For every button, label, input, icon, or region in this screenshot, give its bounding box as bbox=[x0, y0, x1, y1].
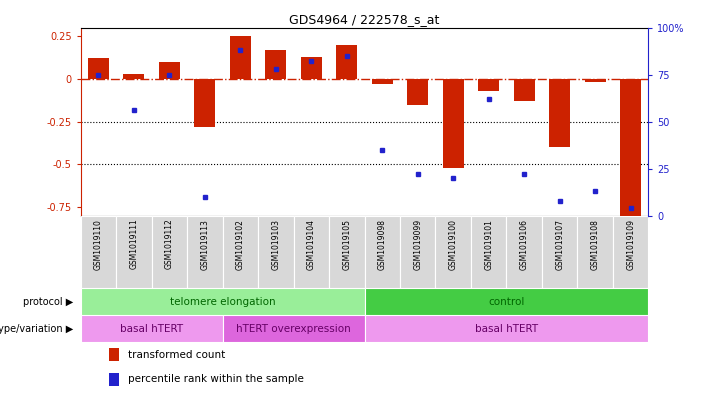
Bar bbox=[258, 216, 294, 288]
Text: GSM1019113: GSM1019113 bbox=[200, 219, 210, 270]
Text: GSM1019111: GSM1019111 bbox=[130, 219, 138, 270]
Bar bbox=[365, 288, 648, 315]
Text: GSM1019110: GSM1019110 bbox=[94, 219, 103, 270]
Bar bbox=[81, 216, 116, 288]
Bar bbox=[336, 45, 358, 79]
Bar bbox=[506, 216, 542, 288]
Bar bbox=[365, 315, 648, 342]
Bar bbox=[578, 216, 613, 288]
Bar bbox=[613, 216, 648, 288]
Bar bbox=[223, 216, 258, 288]
Bar bbox=[329, 216, 365, 288]
Bar bbox=[301, 57, 322, 79]
Text: GSM1019100: GSM1019100 bbox=[449, 219, 458, 270]
Bar bbox=[158, 62, 180, 79]
Text: GSM1019101: GSM1019101 bbox=[484, 219, 494, 270]
Text: GSM1019102: GSM1019102 bbox=[236, 219, 245, 270]
Bar bbox=[81, 315, 223, 342]
Bar bbox=[549, 79, 571, 147]
Bar bbox=[294, 216, 329, 288]
Bar bbox=[265, 50, 287, 79]
Text: GSM1019107: GSM1019107 bbox=[555, 219, 564, 270]
Bar bbox=[435, 216, 471, 288]
Bar bbox=[372, 79, 393, 84]
Bar bbox=[400, 216, 435, 288]
Bar bbox=[365, 216, 400, 288]
Text: GSM1019106: GSM1019106 bbox=[519, 219, 529, 270]
Text: GSM1019104: GSM1019104 bbox=[307, 219, 315, 270]
Bar bbox=[151, 216, 187, 288]
Bar bbox=[471, 216, 507, 288]
Bar bbox=[123, 74, 144, 79]
Text: basal hTERT: basal hTERT bbox=[475, 323, 538, 334]
Bar bbox=[187, 216, 223, 288]
Bar bbox=[88, 58, 109, 79]
Bar bbox=[542, 216, 578, 288]
Text: transformed count: transformed count bbox=[128, 350, 225, 360]
Text: GSM1019103: GSM1019103 bbox=[271, 219, 280, 270]
Bar bbox=[514, 79, 535, 101]
Bar bbox=[620, 79, 641, 216]
Title: GDS4964 / 222578_s_at: GDS4964 / 222578_s_at bbox=[290, 13, 440, 26]
Bar bbox=[478, 79, 499, 91]
Text: genotype/variation ▶: genotype/variation ▶ bbox=[0, 323, 74, 334]
Bar bbox=[81, 288, 365, 315]
Text: GSM1019112: GSM1019112 bbox=[165, 219, 174, 270]
Bar bbox=[442, 79, 464, 168]
Text: GSM1019105: GSM1019105 bbox=[342, 219, 351, 270]
Text: GSM1019098: GSM1019098 bbox=[378, 219, 387, 270]
Text: protocol ▶: protocol ▶ bbox=[23, 297, 74, 307]
Bar bbox=[223, 315, 365, 342]
Bar bbox=[109, 348, 119, 361]
Bar bbox=[230, 36, 251, 79]
Text: basal hTERT: basal hTERT bbox=[120, 323, 183, 334]
Text: GSM1019109: GSM1019109 bbox=[626, 219, 635, 270]
Bar bbox=[109, 373, 119, 386]
Text: control: control bbox=[489, 297, 524, 307]
Text: percentile rank within the sample: percentile rank within the sample bbox=[128, 374, 304, 384]
Text: GSM1019108: GSM1019108 bbox=[591, 219, 599, 270]
Bar bbox=[585, 79, 606, 82]
Bar bbox=[194, 79, 215, 127]
Bar bbox=[407, 79, 428, 105]
Text: GSM1019099: GSM1019099 bbox=[414, 219, 422, 270]
Text: hTERT overexpression: hTERT overexpression bbox=[236, 323, 351, 334]
Bar bbox=[116, 216, 151, 288]
Text: telomere elongation: telomere elongation bbox=[170, 297, 275, 307]
